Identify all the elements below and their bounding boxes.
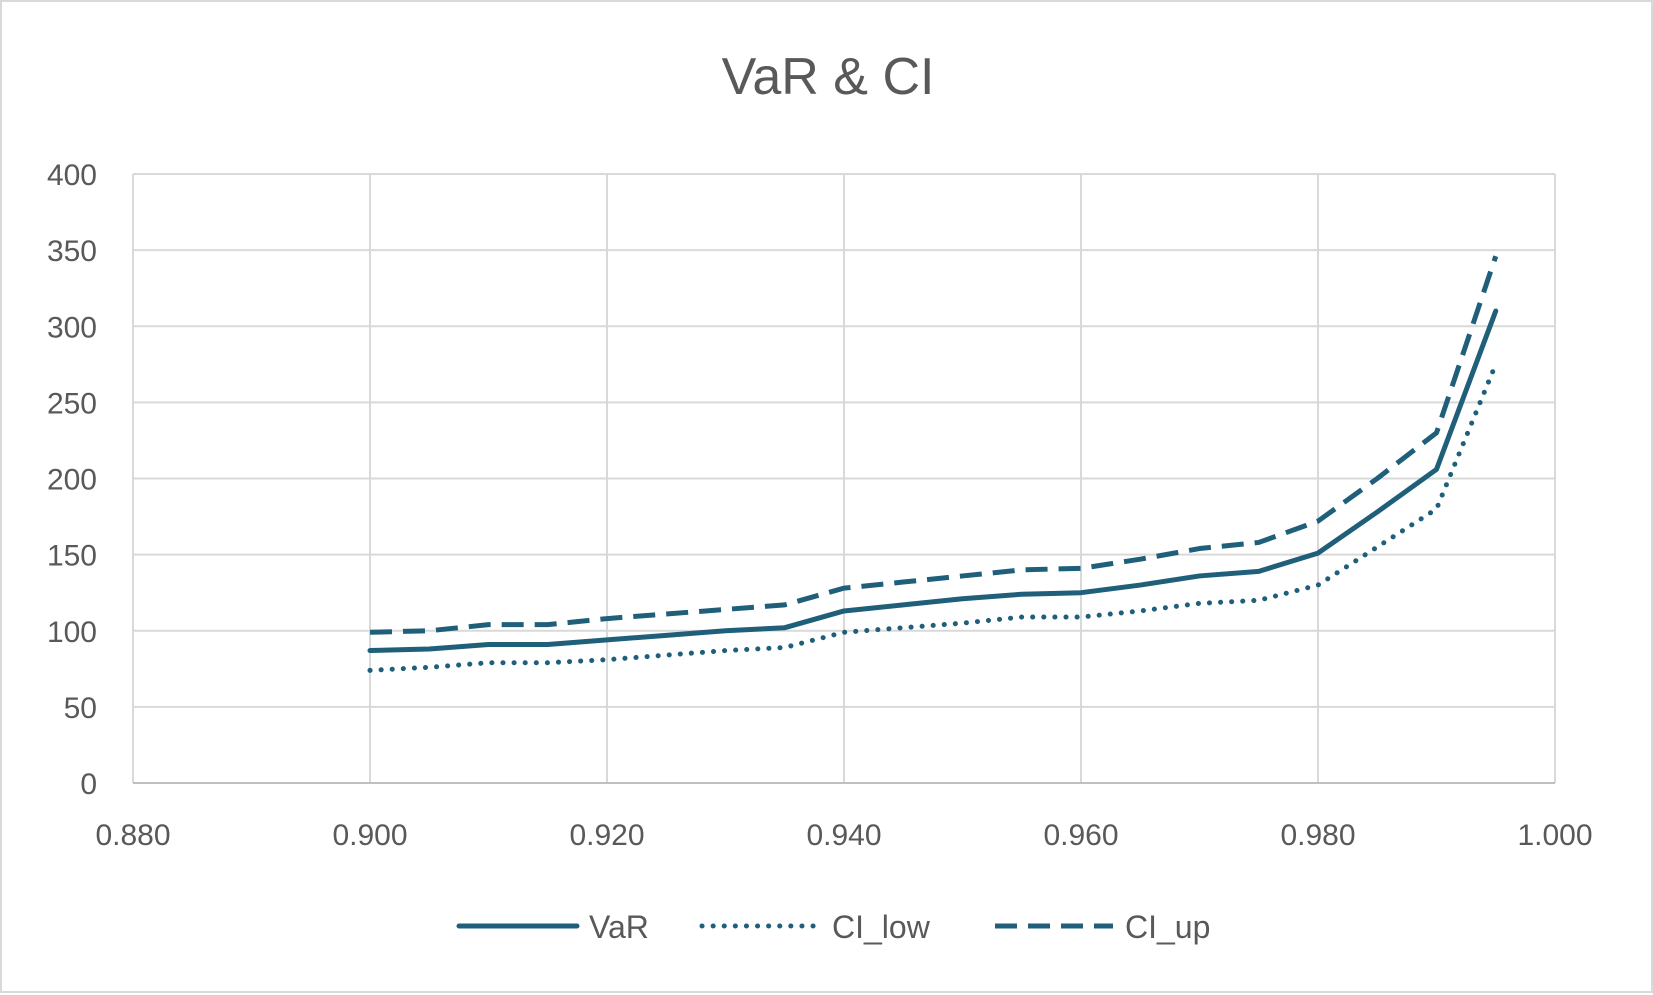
x-tick-label: 1.000 [1517, 819, 1592, 852]
x-tick-label: 0.900 [332, 819, 407, 852]
legend-label: CI_up [1125, 909, 1210, 945]
grid-layer [132, 173, 1556, 783]
series-line-ci-low [367, 361, 1499, 673]
legend-item-ci-low: CI_low [699, 909, 931, 945]
y-tick-label: 50 [64, 692, 97, 725]
y-tick-label: 300 [47, 311, 97, 344]
legend-item-var: VaR [456, 909, 649, 945]
x-tick-label: 0.940 [806, 819, 881, 852]
legend-item-ci-up: CI_up [995, 909, 1210, 945]
y-tick-label: 350 [47, 235, 97, 268]
legend: VaR CI_low CI_up [456, 909, 1210, 945]
x-tick-label: 0.920 [569, 819, 644, 852]
y-tick-label: 0 [80, 768, 97, 801]
x-tick-label: 0.960 [1043, 819, 1118, 852]
x-tick-label: 0.980 [1280, 819, 1355, 852]
axis-layer: 0 50 100 150 200 250 300 350 400 0.880 0.900 0.920 0… [47, 159, 1593, 852]
series-line-ci-up [369, 255, 1499, 635]
series-layer [367, 255, 1499, 673]
y-tick-label: 250 [47, 387, 97, 420]
y-tick-label: 200 [47, 464, 97, 497]
chart-title: VaR & CI [722, 48, 935, 106]
x-tick-label: 0.880 [95, 819, 170, 852]
legend-label: VaR [589, 909, 649, 945]
legend-label: CI_low [832, 909, 931, 945]
y-tick-label: 150 [47, 540, 97, 573]
y-tick-label: 100 [47, 616, 97, 649]
y-tick-label: 400 [47, 159, 97, 192]
series-line-var [367, 308, 1499, 654]
